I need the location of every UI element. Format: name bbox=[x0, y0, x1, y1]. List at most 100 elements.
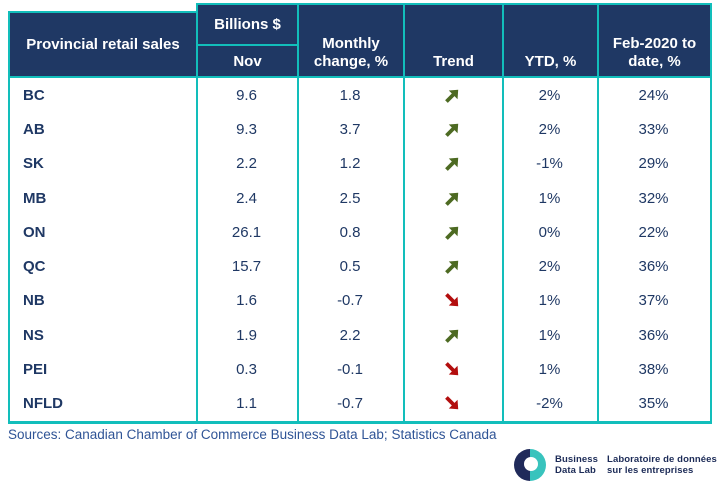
ytd-value: -1% bbox=[536, 155, 563, 173]
monthly-change-value: 1.8 bbox=[339, 86, 361, 104]
column-header-nov-text: Nov bbox=[233, 53, 262, 70]
feb2020-to-date-value: 38% bbox=[638, 361, 669, 379]
feb2020-to-date-value: 37% bbox=[638, 292, 669, 310]
ytd-value: 1% bbox=[538, 189, 561, 207]
column-header-feb2020-line2: date, % bbox=[628, 53, 681, 70]
billions-nov-divider bbox=[196, 44, 299, 46]
nov-billions-value: 9.3 bbox=[236, 120, 257, 138]
table-row: NS 1.9 2.2 1% 36% bbox=[10, 318, 710, 352]
bdl-donut-logo-icon bbox=[514, 449, 546, 481]
nov-billions-value: 1.1 bbox=[236, 395, 257, 413]
column-header-billions: Billions $ bbox=[196, 3, 299, 46]
province-label: AB bbox=[23, 120, 45, 138]
province-label: NFLD bbox=[23, 395, 63, 413]
monthly-change-value: 2.5 bbox=[339, 189, 361, 207]
monthly-change-value: 2.2 bbox=[339, 326, 361, 344]
column-header-trend-text: Trend bbox=[433, 53, 474, 70]
province-label: SK bbox=[23, 155, 44, 173]
column-divider bbox=[597, 3, 599, 424]
nov-billions-value: 0.3 bbox=[236, 361, 257, 379]
province-label: BC bbox=[23, 86, 45, 104]
table-row: NFLD 1.1 -0.7 -2% 35% bbox=[10, 387, 710, 421]
nov-billions-value: 2.2 bbox=[236, 155, 257, 173]
column-header-trend: Trend bbox=[403, 3, 504, 78]
feb2020-to-date-value: 29% bbox=[638, 155, 669, 173]
monthly-change-value: 1.2 bbox=[339, 155, 361, 173]
monthly-change-value: -0.1 bbox=[337, 361, 363, 379]
column-divider bbox=[403, 3, 405, 424]
feb2020-to-date-value: 24% bbox=[638, 86, 669, 104]
table-row: BC 9.6 1.8 2% 24% bbox=[10, 78, 710, 112]
ytd-value: 1% bbox=[538, 326, 561, 344]
column-header-monthly-line2: change, % bbox=[313, 53, 389, 70]
table-row: AB 9.3 3.7 2% 33% bbox=[10, 112, 710, 146]
trend-arrow-icon bbox=[403, 78, 502, 112]
feb2020-to-date-value: 36% bbox=[638, 326, 669, 344]
monthly-change-value: 3.7 bbox=[339, 120, 361, 138]
column-divider bbox=[502, 3, 504, 424]
column-divider bbox=[196, 78, 198, 424]
feb2020-to-date-value: 33% bbox=[638, 120, 669, 138]
nov-billions-value: 1.6 bbox=[236, 292, 257, 310]
table-row: SK 2.2 1.2 -1% 29% bbox=[10, 147, 710, 181]
province-label: NS bbox=[23, 326, 44, 344]
trend-arrow-icon bbox=[403, 147, 502, 181]
province-label: MB bbox=[23, 189, 47, 207]
monthly-change-value: -0.7 bbox=[337, 395, 363, 413]
sources-note: Sources: Canadian Chamber of Commerce Bu… bbox=[8, 427, 497, 442]
ytd-value: 1% bbox=[538, 292, 561, 310]
monthly-change-value: 0.8 bbox=[339, 223, 361, 241]
column-header-nov: Nov bbox=[196, 46, 299, 78]
ytd-value: 2% bbox=[538, 86, 561, 104]
monthly-change-value: 0.5 bbox=[339, 258, 361, 276]
trend-arrow-icon bbox=[403, 387, 502, 421]
table-row: MB 2.4 2.5 1% 32% bbox=[10, 181, 710, 215]
feb2020-to-date-value: 22% bbox=[638, 223, 669, 241]
logo-text-english: Business Data Lab bbox=[555, 454, 598, 476]
logo-en-line2: Data Lab bbox=[555, 465, 596, 476]
header-background-main bbox=[196, 3, 712, 78]
column-header-billions-text: Billions $ bbox=[214, 15, 281, 33]
logo-fr-line1: Laboratoire de données bbox=[607, 454, 717, 465]
ytd-value: -2% bbox=[536, 395, 563, 413]
nov-billions-value: 26.1 bbox=[231, 223, 262, 241]
trend-arrow-icon bbox=[403, 352, 502, 386]
trend-arrow-icon bbox=[403, 284, 502, 318]
province-label: PEI bbox=[23, 361, 48, 379]
feb2020-to-date-value: 35% bbox=[638, 395, 669, 413]
logo-en-line1: Business bbox=[555, 454, 599, 465]
column-header-ytd: YTD, % bbox=[502, 3, 599, 78]
table-row: ON 26.1 0.8 0% 22% bbox=[10, 215, 710, 249]
table-title-text: Provincial retail sales bbox=[26, 35, 180, 53]
province-label: QC bbox=[23, 258, 46, 276]
ytd-value: 0% bbox=[538, 223, 561, 241]
trend-arrow-icon bbox=[403, 318, 502, 352]
column-divider bbox=[297, 3, 299, 424]
monthly-change-value: -0.7 bbox=[337, 292, 363, 310]
trend-arrow-icon bbox=[403, 181, 502, 215]
nov-billions-value: 1.9 bbox=[236, 326, 257, 344]
table-title: Provincial retail sales bbox=[8, 11, 198, 78]
ytd-value: 2% bbox=[538, 120, 561, 138]
column-header-monthly-change: Monthly change, % bbox=[297, 3, 405, 78]
nov-billions-value: 15.7 bbox=[231, 258, 262, 276]
nov-billions-value: 2.4 bbox=[236, 189, 257, 207]
column-header-feb2020-line1: Feb-2020 to bbox=[612, 35, 697, 52]
province-label: ON bbox=[23, 223, 46, 241]
nov-billions-value: 9.6 bbox=[236, 86, 257, 104]
logo-text-french: Laboratoire de données sur les entrepris… bbox=[607, 454, 717, 476]
trend-arrow-icon bbox=[403, 112, 502, 146]
trend-arrow-icon bbox=[403, 249, 502, 283]
logo-fr-line2: sur les entreprises bbox=[607, 465, 694, 476]
column-header-ytd-text: YTD, % bbox=[524, 53, 577, 70]
feb2020-to-date-value: 36% bbox=[638, 258, 669, 276]
ytd-value: 2% bbox=[538, 258, 561, 276]
column-header-feb2020: Feb-2020 to date, % bbox=[597, 3, 712, 78]
bdl-logo-hole bbox=[524, 457, 538, 471]
table-row: QC 15.7 0.5 2% 36% bbox=[10, 249, 710, 283]
table-row: NB 1.6 -0.7 1% 37% bbox=[10, 284, 710, 318]
table-body: BC 9.6 1.8 2% 24% AB 9.3 3.7 2% 33% SK 2… bbox=[8, 78, 712, 424]
business-data-lab-logo: Business Data Lab Laboratoire de données… bbox=[514, 449, 717, 481]
feb2020-to-date-value: 32% bbox=[638, 189, 669, 207]
ytd-value: 1% bbox=[538, 361, 561, 379]
